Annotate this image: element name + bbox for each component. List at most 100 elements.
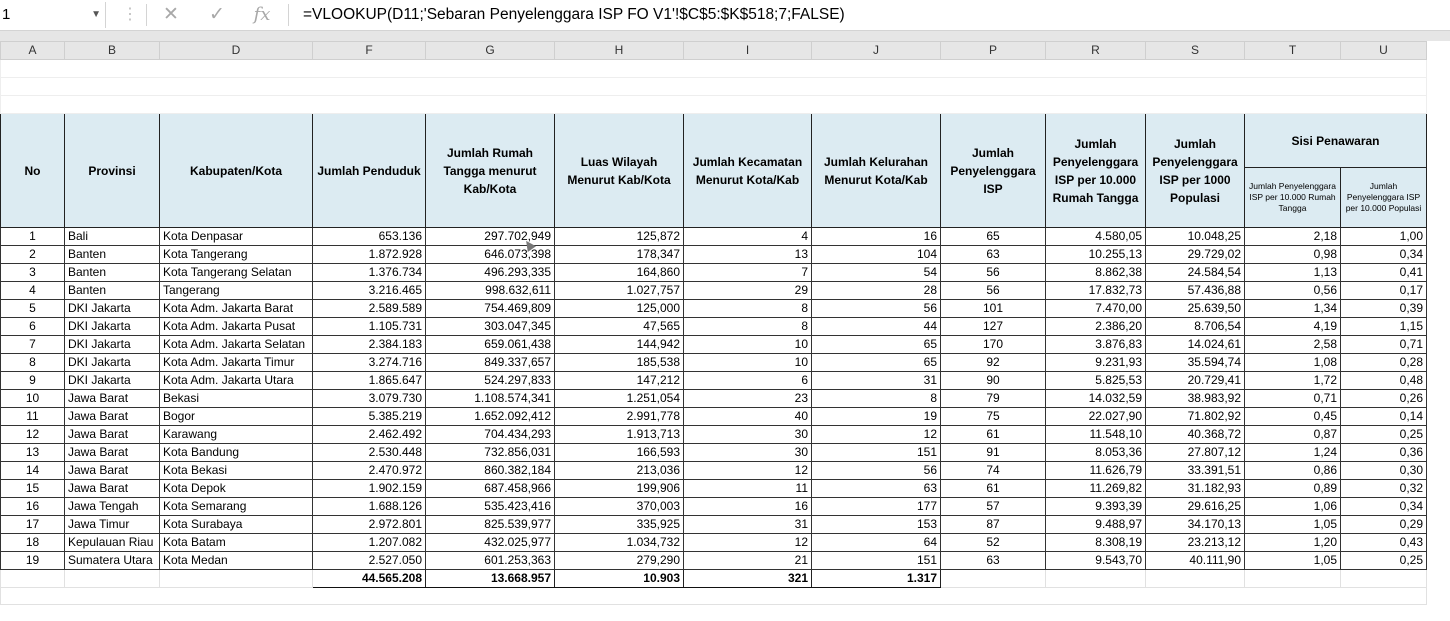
cell-sisi-pop[interactable]: 0,41	[1340, 263, 1427, 282]
cell-kabkota[interactable]: Kota Adm. Jakarta Timur	[159, 353, 313, 372]
cell-isp-pop[interactable]: 10.048,25	[1145, 227, 1245, 246]
cell-no[interactable]: 10	[0, 389, 65, 408]
cell-provinsi[interactable]: Jawa Barat	[64, 407, 160, 426]
cell-luas[interactable]: 1.251,054	[554, 389, 684, 408]
cell-sisi-pop[interactable]: 0,30	[1340, 461, 1427, 480]
cell-provinsi[interactable]: DKI Jakarta	[64, 335, 160, 354]
cell-sisi-pop[interactable]: 0,17	[1340, 281, 1427, 300]
cell-kabkota[interactable]: Kota Tangerang	[159, 245, 313, 264]
cell-isp-pop[interactable]: 38.983,92	[1145, 389, 1245, 408]
cell-no[interactable]: 13	[0, 443, 65, 462]
cell-penduduk[interactable]: 1.376.734	[312, 263, 426, 282]
column-header-p[interactable]: P	[940, 41, 1046, 60]
column-header-r[interactable]: R	[1045, 41, 1146, 60]
cell-kecamatan[interactable]: 13	[683, 245, 812, 264]
cell-penduduk[interactable]: 2.527.050	[312, 551, 426, 570]
cell-sisi-rt[interactable]: 0,89	[1244, 479, 1341, 498]
column-header-b[interactable]: B	[64, 41, 160, 60]
cell-rumah-tangga[interactable]: 704.434,293	[425, 425, 555, 444]
cell-isp-pop[interactable]: 40.368,72	[1145, 425, 1245, 444]
column-header-g[interactable]: G	[425, 41, 555, 60]
cell-isp-pop[interactable]: 8.706,54	[1145, 317, 1245, 336]
empty-cell[interactable]	[159, 569, 313, 588]
cell-provinsi[interactable]: DKI Jakarta	[64, 353, 160, 372]
cell-kabkota[interactable]: Karawang	[159, 425, 313, 444]
cell-no[interactable]: 19	[0, 551, 65, 570]
cell-sisi-rt[interactable]: 1,34	[1244, 299, 1341, 318]
cell-sisi-rt[interactable]: 1,13	[1244, 263, 1341, 282]
cell-kecamatan[interactable]: 21	[683, 551, 812, 570]
cell-isp[interactable]: 75	[940, 407, 1046, 426]
cell-isp-rt[interactable]: 11.548,10	[1045, 425, 1146, 444]
cell-kelurahan[interactable]: 63	[811, 479, 941, 498]
total-kecamatan[interactable]: 321	[683, 569, 812, 588]
empty-cell[interactable]	[0, 569, 65, 588]
cell-kabkota[interactable]: Kota Bekasi	[159, 461, 313, 480]
cell-luas[interactable]: 1.034,732	[554, 533, 684, 552]
cell-kelurahan[interactable]: 104	[811, 245, 941, 264]
column-header-j[interactable]: J	[811, 41, 941, 60]
cell-isp[interactable]: 91	[940, 443, 1046, 462]
cell-penduduk[interactable]: 2.470.972	[312, 461, 426, 480]
cell-isp[interactable]: 52	[940, 533, 1046, 552]
cell-isp[interactable]: 74	[940, 461, 1046, 480]
cell-kecamatan[interactable]: 11	[683, 479, 812, 498]
cell-provinsi[interactable]: Jawa Barat	[64, 443, 160, 462]
header-provinsi[interactable]: Provinsi	[64, 113, 160, 228]
cell-luas[interactable]: 125,872	[554, 227, 684, 246]
cell-kelurahan[interactable]: 54	[811, 263, 941, 282]
cell-sisi-pop[interactable]: 0,71	[1340, 335, 1427, 354]
cell-isp-rt[interactable]: 9.488,97	[1045, 515, 1146, 534]
empty-cell[interactable]	[1045, 569, 1146, 588]
cell-kelurahan[interactable]: 153	[811, 515, 941, 534]
header-penduduk[interactable]: Jumlah Penduduk	[312, 113, 426, 228]
cell-isp[interactable]: 79	[940, 389, 1046, 408]
cell-sisi-rt[interactable]: 1,72	[1244, 371, 1341, 390]
cell-penduduk[interactable]: 3.216.465	[312, 281, 426, 300]
cell-kecamatan[interactable]: 29	[683, 281, 812, 300]
cell-provinsi[interactable]: Bali	[64, 227, 160, 246]
cell-isp-pop[interactable]: 25.639,50	[1145, 299, 1245, 318]
cell-kelurahan[interactable]: 12	[811, 425, 941, 444]
cell-kelurahan[interactable]: 151	[811, 443, 941, 462]
cell-provinsi[interactable]: Banten	[64, 263, 160, 282]
cell-luas[interactable]: 178,347	[554, 245, 684, 264]
cell-luas[interactable]: 1.027,757	[554, 281, 684, 300]
cell-sisi-pop[interactable]: 0,39	[1340, 299, 1427, 318]
cell-isp-rt[interactable]: 14.032,59	[1045, 389, 1146, 408]
cell-kelurahan[interactable]: 65	[811, 353, 941, 372]
empty-cell[interactable]	[1340, 569, 1427, 588]
empty-cell[interactable]	[1145, 569, 1245, 588]
cell-provinsi[interactable]: Jawa Barat	[64, 425, 160, 444]
column-header-f[interactable]: F	[312, 41, 426, 60]
cell-kabkota[interactable]: Kota Adm. Jakarta Utara	[159, 371, 313, 390]
cell-penduduk[interactable]: 5.385.219	[312, 407, 426, 426]
formula-input[interactable]: =VLOOKUP(D11;'Sebaran Penyelenggara ISP …	[303, 6, 845, 23]
cell-sisi-rt[interactable]: 0,87	[1244, 425, 1341, 444]
cell-kabkota[interactable]: Bekasi	[159, 389, 313, 408]
cell-provinsi[interactable]: Jawa Barat	[64, 479, 160, 498]
header-no[interactable]: No	[0, 113, 65, 228]
header-kabkota[interactable]: Kabupaten/Kota	[159, 113, 313, 228]
header-kelurahan[interactable]: Jumlah Kelurahan Menurut Kota/Kab	[811, 113, 941, 228]
cell-kecamatan[interactable]: 4	[683, 227, 812, 246]
empty-cell[interactable]	[0, 59, 1427, 78]
cell-kabkota[interactable]: Kota Denpasar	[159, 227, 313, 246]
cell-kelurahan[interactable]: 151	[811, 551, 941, 570]
cell-no[interactable]: 3	[0, 263, 65, 282]
cell-kelurahan[interactable]: 56	[811, 299, 941, 318]
cell-kecamatan[interactable]: 31	[683, 515, 812, 534]
cell-penduduk[interactable]: 1.207.082	[312, 533, 426, 552]
cell-sisi-rt[interactable]: 0,98	[1244, 245, 1341, 264]
cell-penduduk[interactable]: 1.688.126	[312, 497, 426, 516]
cell-kecamatan[interactable]: 30	[683, 443, 812, 462]
cell-isp[interactable]: 63	[940, 551, 1046, 570]
cell-rumah-tangga[interactable]: 754.469,809	[425, 299, 555, 318]
cell-kelurahan[interactable]: 64	[811, 533, 941, 552]
cell-sisi-pop[interactable]: 0,29	[1340, 515, 1427, 534]
column-header-d[interactable]: D	[159, 41, 313, 60]
cell-luas[interactable]: 199,906	[554, 479, 684, 498]
cell-isp-rt[interactable]: 8.053,36	[1045, 443, 1146, 462]
empty-cell[interactable]	[64, 569, 160, 588]
